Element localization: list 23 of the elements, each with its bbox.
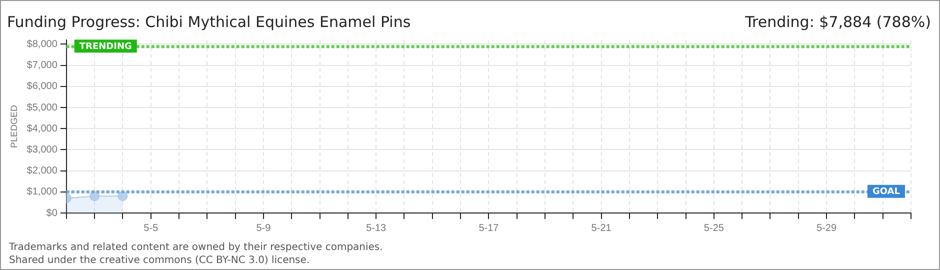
x-tick-label: 5-25 <box>704 222 724 234</box>
ref-line-label: GOAL <box>872 187 900 198</box>
y-tick-label: $0 <box>46 208 58 219</box>
x-tick-label: 5-5 <box>144 222 159 234</box>
text: Shared under the creative commons (CC BY-NC 3.0) license. <box>9 254 311 267</box>
text: Trademarks and related content are owned by their respective companies. <box>9 241 383 254</box>
x-tick-label: 5-29 <box>816 222 837 234</box>
y-tick-label: $7,000 <box>26 60 58 72</box>
y-tick-label: $3,000 <box>26 144 58 156</box>
x-tick-label: 5-9 <box>256 222 272 234</box>
chart-title: Funding Progress: Chibi Mythical Equines Enamel Pins <box>7 13 411 31</box>
y-axis-title: PLEDGED <box>8 104 19 148</box>
chart-subtitle: Trending: $7,884 (788%) <box>745 13 931 31</box>
x-tick-label: 5-13 <box>366 222 387 234</box>
x-tick-label: 5-21 <box>591 222 612 234</box>
y-tick-label: $6,000 <box>26 81 58 92</box>
y-tick-label: $4,000 <box>26 123 58 134</box>
y-tick-label: $2,000 <box>26 166 58 177</box>
y-tick-label: $8,000 <box>26 38 58 50</box>
y-tick-label: $5,000 <box>26 102 58 114</box>
y-tick-label: $1,000 <box>26 186 58 198</box>
x-tick-label: 5-17 <box>478 222 500 234</box>
ref-line-label: TRENDING <box>79 42 132 52</box>
